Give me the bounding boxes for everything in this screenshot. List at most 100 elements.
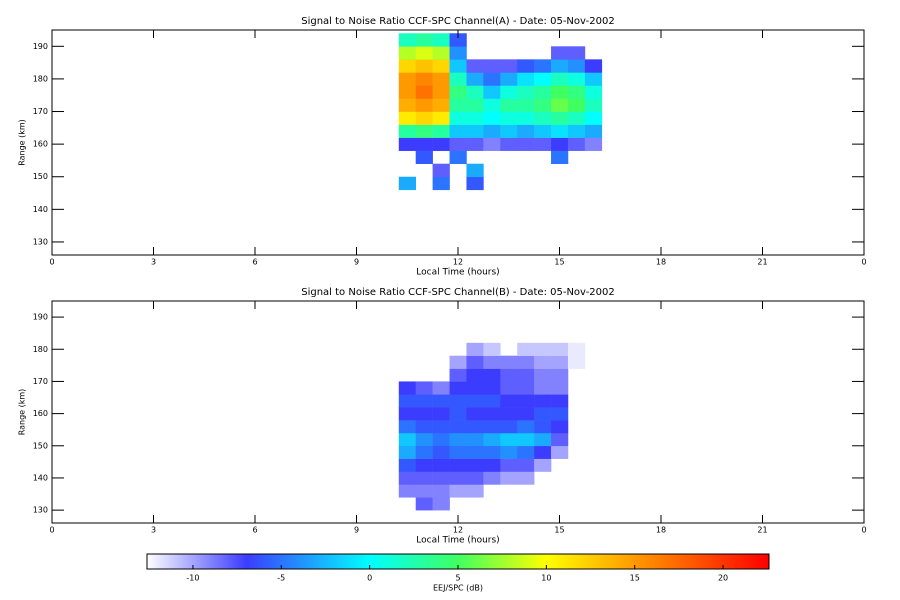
cell [551, 394, 569, 408]
cell [500, 381, 518, 395]
x-tick-label: 0 [861, 526, 866, 535]
cell [466, 85, 484, 99]
colorbar-label: EEJ/SPC (dB) [433, 584, 483, 593]
cell [415, 458, 433, 472]
cell [398, 381, 417, 395]
chart-title: Signal to Noise Ratio CCF-SPC Channel(A)… [301, 16, 615, 27]
cell [466, 342, 484, 356]
y-axis-label: Range (km) [18, 119, 27, 166]
cell [449, 72, 467, 86]
cell [398, 458, 417, 472]
cell [551, 445, 569, 459]
cell [517, 59, 535, 73]
cell [415, 381, 433, 395]
cell [415, 33, 433, 47]
cell [398, 471, 417, 485]
cell [398, 46, 417, 60]
cell [584, 98, 603, 112]
cell [415, 46, 433, 60]
cell [432, 458, 450, 472]
cell [398, 124, 417, 138]
cell [466, 98, 484, 112]
cell [432, 394, 450, 408]
cell [398, 59, 417, 73]
cell [466, 394, 484, 408]
cell [398, 72, 417, 86]
cell [483, 445, 501, 459]
x-tick-label: 0 [49, 526, 54, 535]
cell [432, 381, 450, 395]
x-tick-label: 21 [757, 526, 767, 535]
cell [534, 394, 552, 408]
cell [415, 98, 433, 112]
cell [466, 381, 484, 395]
cell [517, 137, 535, 151]
cell [466, 72, 484, 86]
cell [534, 98, 552, 112]
x-tick-label: 9 [354, 526, 359, 535]
cell [449, 111, 467, 125]
cell [551, 137, 569, 151]
cell [398, 407, 417, 421]
cell [500, 432, 518, 447]
cell [466, 137, 484, 151]
cell [432, 163, 450, 178]
cell [449, 471, 467, 485]
cell [415, 407, 433, 421]
cell [483, 355, 501, 369]
cell [432, 484, 450, 498]
x-tick-label: 3 [151, 258, 156, 267]
cell [449, 98, 467, 112]
cell [584, 85, 603, 99]
cell [517, 381, 535, 395]
colorbar-tick-label: 10 [541, 574, 551, 583]
y-tick-label: 180 [33, 345, 48, 354]
cell [584, 111, 603, 125]
cell [551, 124, 569, 138]
cell [398, 98, 417, 112]
cell [500, 407, 518, 421]
y-tick-label: 170 [33, 107, 48, 116]
y-tick-label: 190 [33, 313, 48, 322]
cell [415, 497, 433, 511]
cell [517, 72, 535, 86]
cell [567, 124, 586, 138]
cell [534, 445, 552, 459]
cell [398, 484, 417, 498]
cell [398, 85, 417, 99]
cell [466, 59, 484, 73]
cell [517, 85, 535, 99]
colorbar-tick-label: 0 [367, 574, 372, 583]
cell [483, 458, 501, 472]
cell [534, 85, 552, 99]
x-tick-label: 0 [861, 258, 866, 267]
cell [449, 33, 467, 47]
cell [415, 124, 433, 138]
cell [551, 420, 569, 434]
cell [415, 471, 433, 485]
cell [398, 33, 417, 47]
colorbar-segment [147, 554, 247, 569]
x-tick-label: 18 [656, 526, 666, 535]
colorbar-segment [458, 554, 547, 569]
cell [449, 420, 467, 434]
cell [483, 137, 501, 151]
cell [483, 98, 501, 112]
colorbar-segment [245, 554, 371, 569]
cell [567, 46, 586, 60]
cell [551, 98, 569, 112]
cell [551, 111, 569, 125]
cell [398, 445, 417, 459]
cell [534, 72, 552, 86]
colorbar-segment [546, 554, 636, 569]
cell [466, 420, 484, 434]
cell [517, 98, 535, 112]
colorbar-segment [369, 554, 459, 569]
x-axis-label: Local Time (hours) [416, 268, 499, 278]
cell [500, 59, 518, 73]
cell [534, 59, 552, 73]
cell [432, 124, 450, 138]
cell [567, 98, 586, 112]
cell [551, 150, 569, 164]
